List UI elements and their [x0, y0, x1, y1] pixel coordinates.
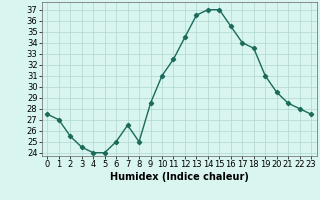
X-axis label: Humidex (Indice chaleur): Humidex (Indice chaleur)	[110, 172, 249, 182]
